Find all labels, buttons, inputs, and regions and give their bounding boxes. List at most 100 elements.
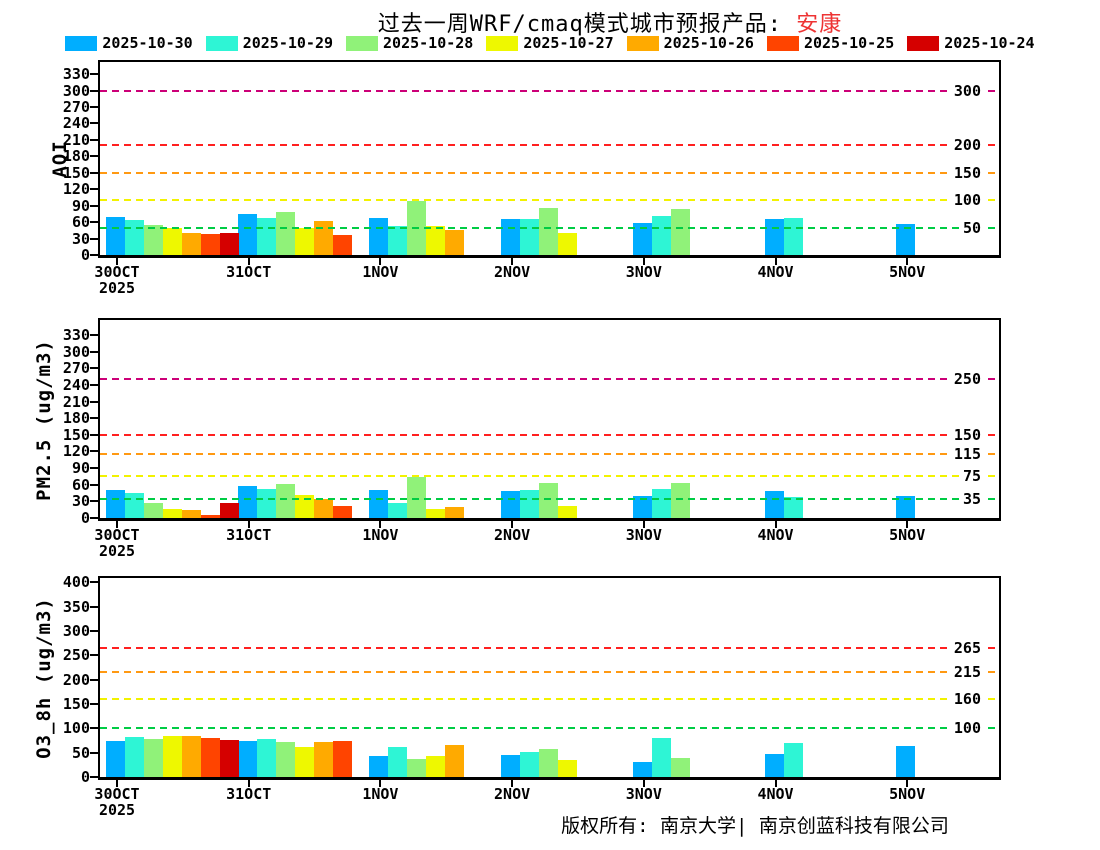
legend-swatch <box>766 35 799 51</box>
x-tick-label: 31OCT <box>226 526 272 544</box>
x-tick-label: 4NOV <box>757 785 794 803</box>
threshold-label: 160 <box>949 691 985 708</box>
legend-item: 2025-10-24 <box>907 34 1035 52</box>
bar <box>201 738 220 777</box>
x-tick-label: 3NOV <box>625 263 662 281</box>
bar <box>125 492 144 518</box>
x-tick-label: 4NOV <box>757 526 794 544</box>
threshold-label: 50 <box>958 219 985 236</box>
bar <box>163 509 182 518</box>
bar <box>539 748 559 777</box>
x-tick-label: 5NOV <box>889 263 926 281</box>
y-tick-mark <box>90 333 98 336</box>
bar <box>182 232 201 255</box>
y-tick-label: 0 <box>80 768 90 786</box>
bar <box>407 759 427 777</box>
x-tick-mark <box>247 521 250 528</box>
x-tick-mark <box>774 521 777 528</box>
threshold-label: 300 <box>949 82 985 99</box>
pm25-chart-panel: PM2.5 (ug/m3) 35 75 115 150 250 0 30 60 90 120 15… <box>0 318 1100 559</box>
bar <box>651 737 671 777</box>
y-tick-label: 180 <box>62 147 90 166</box>
y-tick-label: 30 <box>71 229 90 248</box>
legend-label: 2025-10-28 <box>383 34 474 52</box>
y-tick-label: 300 <box>62 81 90 100</box>
bar <box>332 740 352 777</box>
bar <box>144 503 163 518</box>
bar <box>388 747 408 777</box>
y-tick-label: 50 <box>71 743 90 762</box>
x-tick-year-label: 2025 <box>98 801 136 819</box>
bar <box>670 482 690 518</box>
x-tick-year-label: 2025 <box>98 542 136 560</box>
bar <box>275 742 295 777</box>
legend-swatch <box>205 35 238 51</box>
legend-item: 2025-10-27 <box>486 34 614 52</box>
bar <box>632 223 652 255</box>
y-tick-mark <box>90 605 98 608</box>
bar <box>220 740 239 777</box>
bar <box>558 505 578 518</box>
bar <box>764 753 784 777</box>
y-tick-label: 350 <box>62 597 90 616</box>
y-tick-label: 330 <box>62 65 90 84</box>
x-tick-label: 4NOV <box>757 263 794 281</box>
bar <box>388 225 408 255</box>
x-tick-mark <box>247 780 250 787</box>
bar <box>369 756 389 777</box>
y-tick-mark <box>90 237 98 240</box>
x-tick-mark <box>511 521 514 528</box>
x-tick-label: 30OCT <box>94 263 140 281</box>
threshold-line <box>100 698 999 701</box>
y-tick-label: 270 <box>62 359 90 378</box>
bar <box>182 509 201 518</box>
y-tick-label: 150 <box>62 695 90 714</box>
y-tick-label: 150 <box>62 425 90 444</box>
x-tick-mark <box>116 780 118 787</box>
threshold-label: 100 <box>949 720 985 737</box>
bar <box>896 224 916 255</box>
bar <box>294 746 314 777</box>
y-tick-mark <box>90 581 98 584</box>
x-tick-label: 3NOV <box>625 526 662 544</box>
x-tick-year-label: 2025 <box>98 279 136 297</box>
y-tick-label: 300 <box>62 342 90 361</box>
threshold-label: 215 <box>949 664 985 681</box>
x-tick-label: 5NOV <box>889 526 926 544</box>
bar <box>520 751 540 777</box>
x-tick-label: 1NOV <box>362 785 399 803</box>
y-tick-label: 90 <box>71 459 90 478</box>
o3-chart-panel: O3_8h (ug/m3) 100 160 215 265 0 50 100 150 200 2… <box>0 574 1100 818</box>
bar <box>407 476 427 518</box>
y-tick-label: 120 <box>62 442 90 461</box>
bar <box>426 756 446 777</box>
threshold-line <box>100 433 999 436</box>
bar <box>294 494 314 518</box>
y-tick-mark <box>90 483 98 486</box>
x-tick-mark <box>774 780 777 787</box>
y-tick-label: 30 <box>71 492 90 511</box>
y-tick-mark <box>90 155 98 158</box>
y-tick-mark <box>90 89 98 92</box>
bar <box>313 221 333 255</box>
x-tick-label: 2NOV <box>494 263 531 281</box>
legend-swatch <box>626 35 659 51</box>
y-tick-mark <box>90 350 98 353</box>
bar <box>558 233 578 255</box>
y-tick-label: 0 <box>80 509 90 527</box>
threshold-label: 200 <box>949 137 985 154</box>
y-tick-mark <box>90 751 98 754</box>
threshold-label: 115 <box>949 446 985 463</box>
y-tick-mark <box>90 221 98 224</box>
bar <box>332 505 352 518</box>
y-tick-label: 200 <box>62 670 90 689</box>
x-tick-label: 31OCT <box>226 263 272 281</box>
y-tick-label: 150 <box>62 163 90 182</box>
bar <box>632 495 652 518</box>
bar <box>445 744 465 777</box>
legend-swatch <box>65 35 98 51</box>
bar <box>106 490 125 518</box>
y-tick-mark <box>90 654 98 657</box>
bar <box>313 498 333 518</box>
y-tick-label: 120 <box>62 180 90 199</box>
